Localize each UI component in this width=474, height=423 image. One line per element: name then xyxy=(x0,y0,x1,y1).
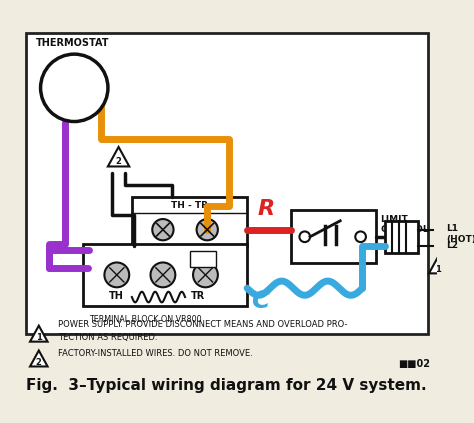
Bar xyxy=(292,210,376,264)
Circle shape xyxy=(193,263,218,287)
Polygon shape xyxy=(30,326,47,342)
Circle shape xyxy=(356,231,366,242)
Circle shape xyxy=(300,231,310,242)
Bar xyxy=(132,197,247,246)
Bar xyxy=(384,221,418,253)
Circle shape xyxy=(104,263,129,287)
Circle shape xyxy=(151,263,175,287)
Circle shape xyxy=(41,54,108,121)
Text: POWER SUPPLY. PROVIDE DISCONNECT MEANS AND OVERLOAD PRO-: POWER SUPPLY. PROVIDE DISCONNECT MEANS A… xyxy=(58,320,348,329)
Bar xyxy=(83,244,247,306)
Text: TR: TR xyxy=(191,291,206,302)
Polygon shape xyxy=(429,258,447,273)
Text: 1: 1 xyxy=(435,265,441,274)
Text: TH: TH xyxy=(109,291,124,302)
Circle shape xyxy=(152,219,173,240)
Polygon shape xyxy=(30,351,47,366)
Polygon shape xyxy=(108,147,129,167)
Text: 1: 1 xyxy=(36,333,42,342)
Bar xyxy=(26,33,428,334)
Text: 2: 2 xyxy=(36,358,42,367)
Text: TECTION AS REQUIRED.: TECTION AS REQUIRED. xyxy=(58,333,158,343)
Text: LIMIT
CONTROL: LIMIT CONTROL xyxy=(380,214,428,234)
Text: THERMOSTAT: THERMOSTAT xyxy=(36,38,109,48)
Text: L1
(HOT): L1 (HOT) xyxy=(447,224,474,244)
Text: TERMINAL BLOCK ON VR800: TERMINAL BLOCK ON VR800 xyxy=(89,315,202,324)
Text: Fig.  3–Typical wiring diagram for 24 V system.: Fig. 3–Typical wiring diagram for 24 V s… xyxy=(27,378,427,393)
Text: 2: 2 xyxy=(116,157,121,166)
Text: L2: L2 xyxy=(447,241,458,250)
Text: TH - TR: TH - TR xyxy=(171,201,208,210)
Text: ■■02: ■■02 xyxy=(398,359,430,369)
Text: C: C xyxy=(252,288,270,313)
Text: FACTORY-INSTALLED WIRES. DO NOT REMOVE.: FACTORY-INSTALLED WIRES. DO NOT REMOVE. xyxy=(58,349,253,357)
Text: R: R xyxy=(258,199,275,219)
Bar xyxy=(190,251,216,267)
Circle shape xyxy=(197,219,218,240)
